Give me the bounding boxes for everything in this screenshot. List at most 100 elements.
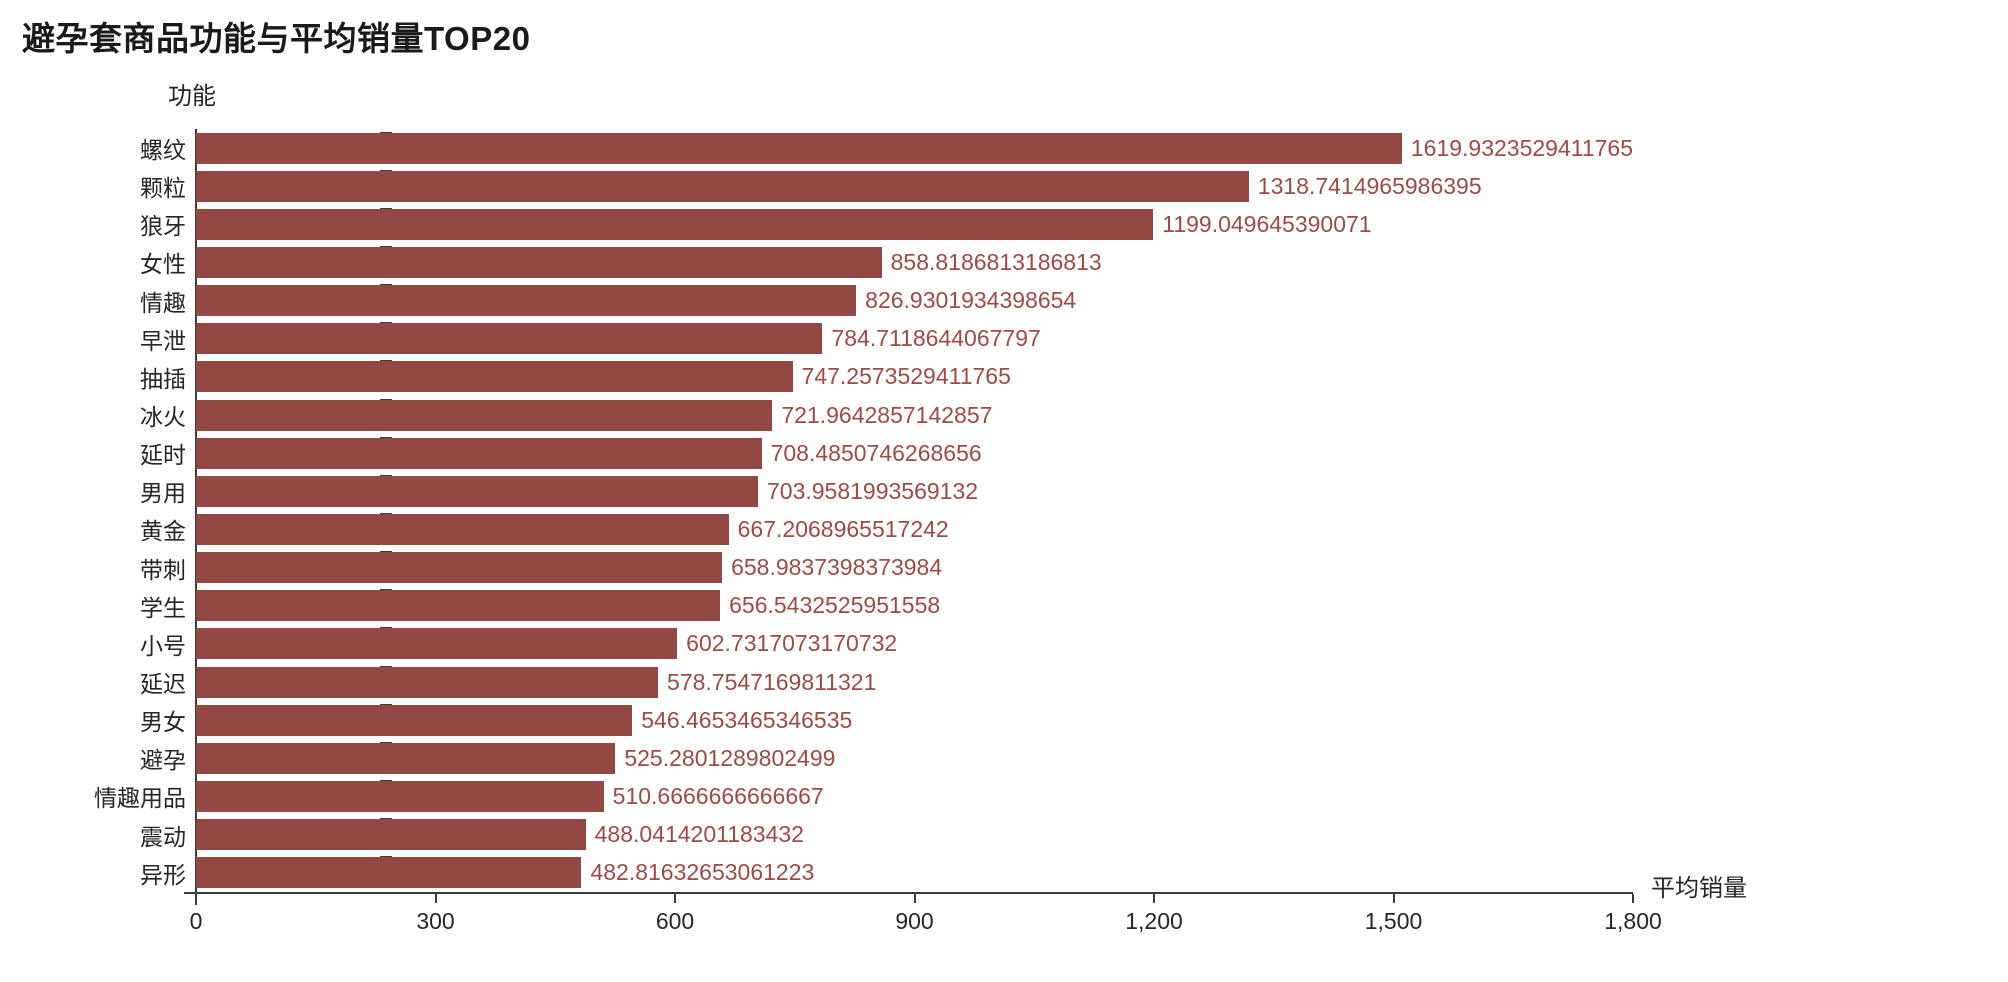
bar-track: 488.0414201183432 xyxy=(196,818,1633,851)
bar-row: 小号 602.7317073170732 xyxy=(0,625,2008,663)
bar-row: 延时 708.4850746268656 xyxy=(0,434,2008,472)
bar-row: 狼牙 1199.049645390071 xyxy=(0,205,2008,243)
bar-row: 延迟 578.7547169811321 xyxy=(0,663,2008,701)
bar[interactable] xyxy=(196,742,616,774)
x-tick-label: 1,800 xyxy=(1604,908,1662,934)
bar-row: 震动 488.0414201183432 xyxy=(0,816,2008,854)
value-label: 1318.7414965986395 xyxy=(1257,172,1482,199)
x-axis-title: 平均销量 xyxy=(1651,875,1747,902)
bar-track: 525.2801289802499 xyxy=(196,741,1633,774)
bar-row: 早泄 784.7118644067797 xyxy=(0,320,2008,358)
bar-track: 482.81632653061223 xyxy=(196,856,1633,889)
bar-track: 721.9642857142857 xyxy=(196,398,1633,431)
bar[interactable] xyxy=(196,666,659,698)
bar[interactable] xyxy=(196,246,882,278)
x-tick-label: 1,200 xyxy=(1125,908,1183,934)
bar[interactable] xyxy=(196,323,823,355)
value-label: 656.5432525951558 xyxy=(729,592,941,619)
value-label: 721.9642857142857 xyxy=(781,401,993,428)
category-label: 情趣 xyxy=(140,289,186,316)
value-label: 488.0414201183432 xyxy=(594,821,804,848)
category-label: 学生 xyxy=(140,594,186,621)
category-label: 男女 xyxy=(140,709,186,736)
bar-track: 858.8186813186813 xyxy=(196,245,1633,278)
bar-row: 黄金 667.2068965517242 xyxy=(0,510,2008,548)
value-label: 1199.049645390071 xyxy=(1162,210,1372,237)
category-label: 男用 xyxy=(140,480,186,507)
x-tick-label: 0 xyxy=(189,908,203,934)
bar[interactable] xyxy=(196,437,762,469)
bar[interactable] xyxy=(196,552,723,584)
bar-row: 避孕 525.2801289802499 xyxy=(0,739,2008,777)
bar[interactable] xyxy=(196,361,793,393)
bar-row: 男用 703.9581993569132 xyxy=(0,472,2008,510)
bar[interactable] xyxy=(196,819,586,851)
category-label: 女性 xyxy=(140,251,186,278)
value-label: 510.6666666666667 xyxy=(612,782,824,809)
x-tick-mark xyxy=(913,894,916,903)
value-label: 525.2801289802499 xyxy=(624,744,836,771)
bar[interactable] xyxy=(196,475,758,507)
bar[interactable] xyxy=(196,285,857,317)
bar-row: 带刺 658.9837398373984 xyxy=(0,549,2008,587)
value-label: 703.9581993569132 xyxy=(766,477,979,504)
value-label: 546.4653465346535 xyxy=(641,706,853,733)
bar-row: 情趣 826.9301934398654 xyxy=(0,282,2008,320)
category-label: 避孕 xyxy=(140,747,186,774)
bar-track: 703.9581993569132 xyxy=(196,474,1633,507)
bar[interactable] xyxy=(196,704,633,736)
x-tick-label: 300 xyxy=(416,908,455,934)
bar-track: 747.2573529411765 xyxy=(196,360,1633,393)
bar[interactable] xyxy=(196,857,582,889)
bar-track: 826.9301934398654 xyxy=(196,284,1633,317)
y-axis-title: 功能 xyxy=(168,83,216,110)
bar-rows: 螺纹 1619.9323529411765 颗粒 1318.7414965986… xyxy=(0,129,2008,892)
bar[interactable] xyxy=(196,208,1154,240)
category-label: 情趣用品 xyxy=(94,785,186,812)
bar-track: 1619.9323529411765 xyxy=(196,131,1633,164)
x-tick-mark xyxy=(1632,894,1634,903)
value-label: 578.7547169811321 xyxy=(667,668,877,695)
bar[interactable] xyxy=(196,590,721,622)
category-label: 颗粒 xyxy=(140,175,186,202)
bar-row: 异形 482.81632653061223 xyxy=(0,854,2008,892)
bar-row: 颗粒 1318.7414965986395 xyxy=(0,167,2008,205)
x-tick-mark xyxy=(1392,894,1395,903)
bar-row: 螺纹 1619.9323529411765 xyxy=(0,129,2008,167)
bar[interactable] xyxy=(196,513,729,545)
chart-title: 避孕套商品功能与平均销量TOP20 xyxy=(22,20,531,57)
value-label: 784.7118644067797 xyxy=(831,325,1041,352)
bar[interactable] xyxy=(196,170,1249,202)
bar[interactable] xyxy=(196,628,678,660)
x-tick-mark xyxy=(1153,894,1155,903)
bar-row: 抽插 747.2573529411765 xyxy=(0,358,2008,396)
category-label: 震动 xyxy=(140,823,186,850)
value-label: 658.9837398373984 xyxy=(731,554,943,581)
bar-row: 女性 858.8186813186813 xyxy=(0,243,2008,281)
bar-track: 667.2068965517242 xyxy=(196,512,1633,545)
value-label: 667.2068965517242 xyxy=(737,515,949,542)
bar[interactable] xyxy=(196,132,1402,164)
bar-row: 男女 546.4653465346535 xyxy=(0,701,2008,739)
value-label: 482.81632653061223 xyxy=(590,859,815,886)
value-label: 747.2573529411765 xyxy=(801,363,1011,390)
bar[interactable] xyxy=(196,780,604,812)
category-label: 异形 xyxy=(140,861,186,888)
category-label: 早泄 xyxy=(140,327,186,354)
category-label: 冰火 xyxy=(140,404,186,431)
bar-row: 冰火 721.9642857142857 xyxy=(0,396,2008,434)
bar-track: 1199.049645390071 xyxy=(196,207,1633,240)
category-label: 带刺 xyxy=(140,556,186,583)
x-tick-mark xyxy=(434,894,437,903)
category-label: 延时 xyxy=(140,442,186,469)
bar-track: 658.9837398373984 xyxy=(196,551,1633,584)
category-label: 螺纹 xyxy=(140,137,186,164)
bar-track: 602.7317073170732 xyxy=(196,627,1633,660)
bar-track: 546.4653465346535 xyxy=(196,703,1633,736)
value-label: 708.4850746268656 xyxy=(770,439,982,466)
bar[interactable] xyxy=(196,399,773,431)
bar-track: 784.7118644067797 xyxy=(196,322,1633,355)
bar-row: 学生 656.5432525951558 xyxy=(0,587,2008,625)
value-label: 826.9301934398654 xyxy=(865,287,1077,314)
